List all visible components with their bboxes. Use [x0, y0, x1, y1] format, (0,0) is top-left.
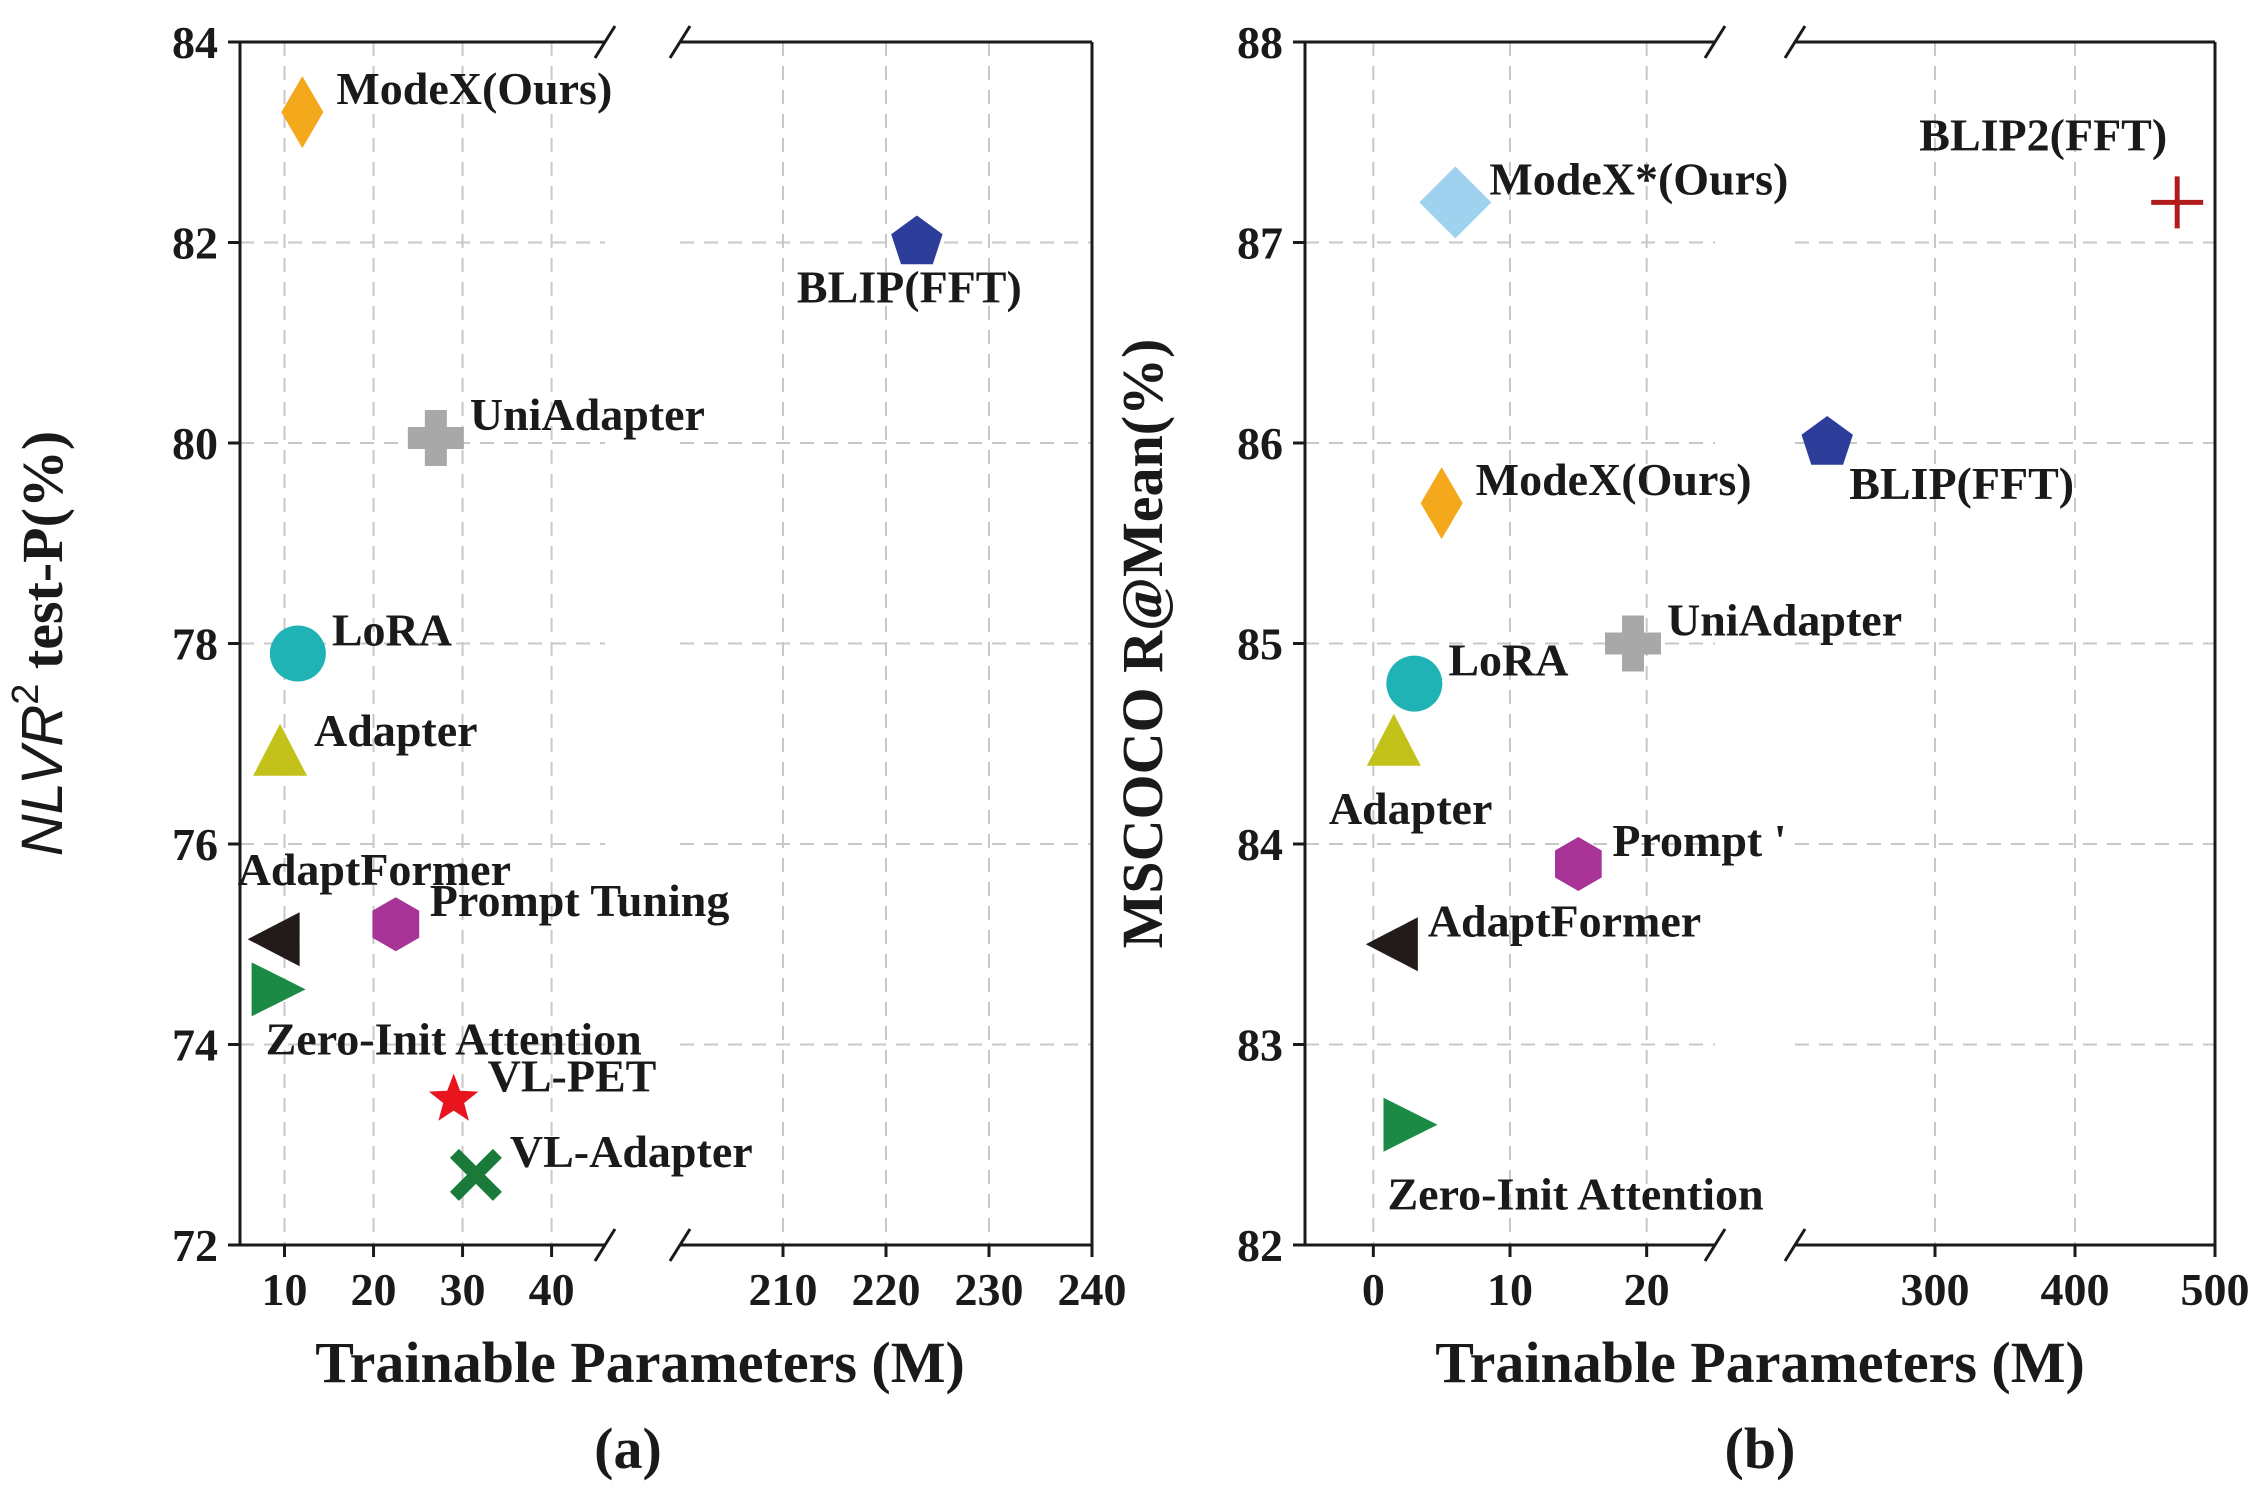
label-zero-init-attention: Zero-Init Attention [1388, 1169, 1764, 1220]
marker-prompt [1555, 837, 1602, 891]
marker-modex-ours [1420, 467, 1463, 540]
label-adapter: Adapter [1329, 783, 1493, 834]
marker-adaptformer [247, 912, 300, 967]
marker-adapter [253, 723, 308, 776]
x-axis-title: Trainable Parameters (M) [315, 1330, 965, 1395]
label-vl-adapter: VL-Adapter [510, 1126, 753, 1177]
marker-prompt-tuning [372, 897, 420, 952]
marker-modex-ours [1419, 166, 1492, 239]
y-tick-label: 80 [172, 418, 218, 469]
axis-break-mark [668, 25, 692, 59]
x-tick-label: 220 [852, 1264, 921, 1315]
marker-vl-pet [428, 1073, 479, 1121]
y-axis-title-sup: 2 [5, 684, 47, 705]
label-prompt: Prompt ' [1612, 815, 1786, 866]
axis-break-mark [1783, 1228, 1807, 1262]
axis-break-mark [593, 1228, 617, 1262]
marker-zero-init-attention [251, 962, 306, 1017]
chart-panel-a: 72 74 76 78 80 82 84 10 20 30 40 210 220 230 240 Traina… [5, 17, 1127, 1481]
x-tick-label: 230 [955, 1264, 1024, 1315]
marker-adaptformer [1365, 917, 1418, 972]
label-blip2-fft: BLIP2(FFT) [1919, 109, 2167, 160]
y-tick-label: 84 [1237, 819, 1283, 870]
label-modex-ours: ModeX(Ours) [1476, 454, 1752, 505]
label-adapter: Adapter [314, 705, 478, 756]
x-tick-label: 10 [262, 1264, 308, 1315]
panel-caption: (b) [1725, 1416, 1796, 1481]
label-zero-init-attention: Zero-Init Attention [266, 1013, 642, 1064]
label-blip-fft: BLIP(FFT) [1849, 458, 2074, 509]
x-tick-label: 240 [1058, 1264, 1127, 1315]
y-tick-label: 82 [172, 218, 218, 269]
y-tick-label: 74 [172, 1020, 218, 1071]
chart-panel-b: 82 83 84 85 86 87 88 0 10 20 300 400 500 Trainable Pa… [1110, 17, 2250, 1481]
y-tick-label: 85 [1237, 619, 1283, 670]
label-uniadapter: UniAdapter [1667, 595, 1902, 646]
axis-break-mark [1783, 25, 1807, 59]
y-tick-label: 84 [172, 17, 218, 68]
y-tick-label: 88 [1237, 17, 1283, 68]
panel-caption: (a) [594, 1416, 662, 1481]
y-tick-label: 83 [1237, 1020, 1283, 1071]
marker-lora [269, 625, 326, 682]
x-axis-title: Trainable Parameters (M) [1435, 1330, 2085, 1395]
label-lora: LoRA [1448, 635, 1568, 686]
axis-break-mark [668, 1228, 692, 1262]
x-tick-label: 500 [2181, 1264, 2250, 1315]
y-tick-label: 82 [1237, 1220, 1283, 1271]
marker-blip2-fft [2151, 176, 2204, 229]
marker-adapter [1366, 713, 1421, 766]
x-tick-label: 20 [1624, 1264, 1670, 1315]
x-tick-label: 10 [1487, 1264, 1533, 1315]
y-tick-label: 86 [1237, 418, 1283, 469]
y-axis-title: NLVR2 test-P(%) [5, 431, 75, 856]
x-tick-label: 300 [1901, 1264, 1970, 1315]
y-tick-label: 78 [172, 619, 218, 670]
y-tick-label: 76 [172, 819, 218, 870]
label-adaptformer: AdaptFormer [1428, 895, 1701, 946]
y-axis-title: MSCOCO R@Mean(%) [1110, 339, 1175, 949]
axis-break-mark [1703, 25, 1727, 59]
marker-lora [1386, 655, 1443, 712]
y-tick-label: 87 [1237, 218, 1283, 269]
marker-modex-ours [281, 76, 324, 149]
marker-zero-init-attention [1383, 1097, 1438, 1152]
x-tick-label: 40 [529, 1264, 575, 1315]
x-tick-label: 210 [749, 1264, 818, 1315]
label-lora: LoRA [332, 605, 452, 656]
label-modex-ours: ModeX(Ours) [336, 63, 612, 114]
marker-blip-fft [1801, 416, 1853, 465]
y-axis-title-part: NLVR [10, 705, 75, 857]
marker-uniadapter [1605, 615, 1661, 672]
label-prompt-tuning: Prompt Tuning [430, 875, 730, 926]
y-tick-label: 72 [172, 1220, 218, 1271]
x-tick-label: 30 [440, 1264, 486, 1315]
y-axis-title-part: test-P(%) [10, 431, 75, 684]
x-tick-label: 20 [351, 1264, 397, 1315]
marker-uniadapter [407, 409, 464, 466]
marker-vl-adapter [449, 1148, 502, 1201]
label-vl-pet: VL-PET [488, 1051, 657, 1102]
axis-break-mark [1703, 1228, 1727, 1262]
marker-blip-fft [891, 215, 943, 265]
label-modex-ours: ModeX*(Ours) [1489, 153, 1788, 204]
x-tick-label: 0 [1362, 1264, 1385, 1315]
label-adaptformer: AdaptFormer [238, 844, 511, 895]
x-tick-label: 400 [2041, 1264, 2110, 1315]
label-blip-fft: BLIP(FFT) [797, 262, 1022, 313]
axis-break-mark [593, 25, 617, 59]
label-uniadapter: UniAdapter [470, 389, 705, 440]
